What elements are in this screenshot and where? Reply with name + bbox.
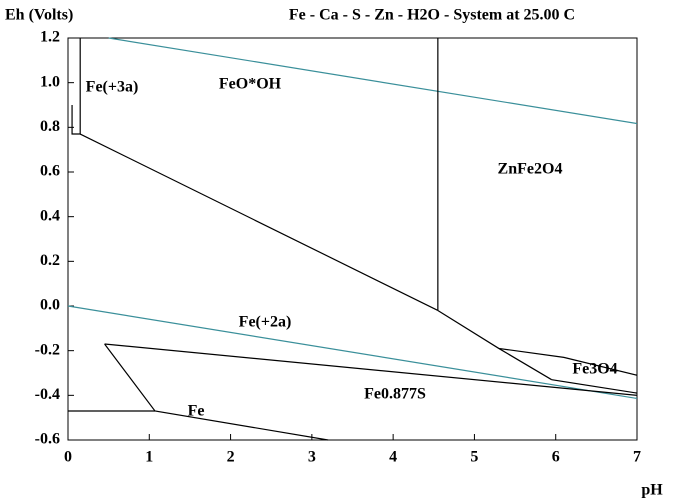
x-tick-label: 3: [308, 449, 316, 466]
plot-frame: [67, 37, 638, 441]
y-tick-label: 0.4: [40, 207, 60, 224]
y-tick-label: 0.8: [40, 118, 60, 135]
y-tick-label: 1.0: [40, 73, 60, 90]
chart-title: Fe - Ca - S - Zn - H2O - System at 25.00…: [289, 7, 575, 24]
y-axis-label: Eh (Volts): [5, 7, 73, 24]
x-tick-label: 4: [389, 449, 397, 466]
region-label: Fe3O4: [572, 361, 617, 378]
region-label: FeO*OH: [219, 76, 282, 93]
x-tick-label: 0: [64, 449, 72, 466]
region-label: Fe(+2a): [239, 314, 292, 331]
y-tick-label: 1.2: [40, 29, 60, 46]
y-tick-label: -0.2: [35, 341, 60, 358]
boundary-line: [71, 38, 81, 135]
boundary-line: [104, 343, 638, 396]
boundary-line: [498, 347, 638, 376]
region-label: Fe: [188, 403, 205, 420]
region-label: Fe(+3a): [86, 79, 139, 96]
y-tick-label: 0.6: [40, 163, 60, 180]
boundary-line: [551, 379, 638, 394]
boundary-line: [108, 37, 638, 125]
boundary-line: [437, 309, 552, 381]
y-tick-label: 0.2: [40, 252, 60, 269]
x-tick-label: 2: [227, 449, 235, 466]
x-axis-label: pH: [641, 482, 663, 499]
region-label: Fe0.877S: [364, 386, 426, 403]
x-tick-label: 7: [633, 449, 641, 466]
boundary-line: [67, 305, 638, 400]
boundary-line: [104, 343, 329, 441]
x-tick-label: 1: [145, 449, 153, 466]
y-tick-label: -0.6: [35, 431, 60, 448]
x-tick-label: 5: [470, 449, 478, 466]
y-tick-label: 0.0: [40, 297, 60, 314]
x-tick-label: 6: [552, 449, 560, 466]
y-tick-label: -0.4: [35, 386, 60, 403]
region-label: ZnFe2O4: [498, 161, 563, 178]
boundary-line: [79, 133, 439, 312]
